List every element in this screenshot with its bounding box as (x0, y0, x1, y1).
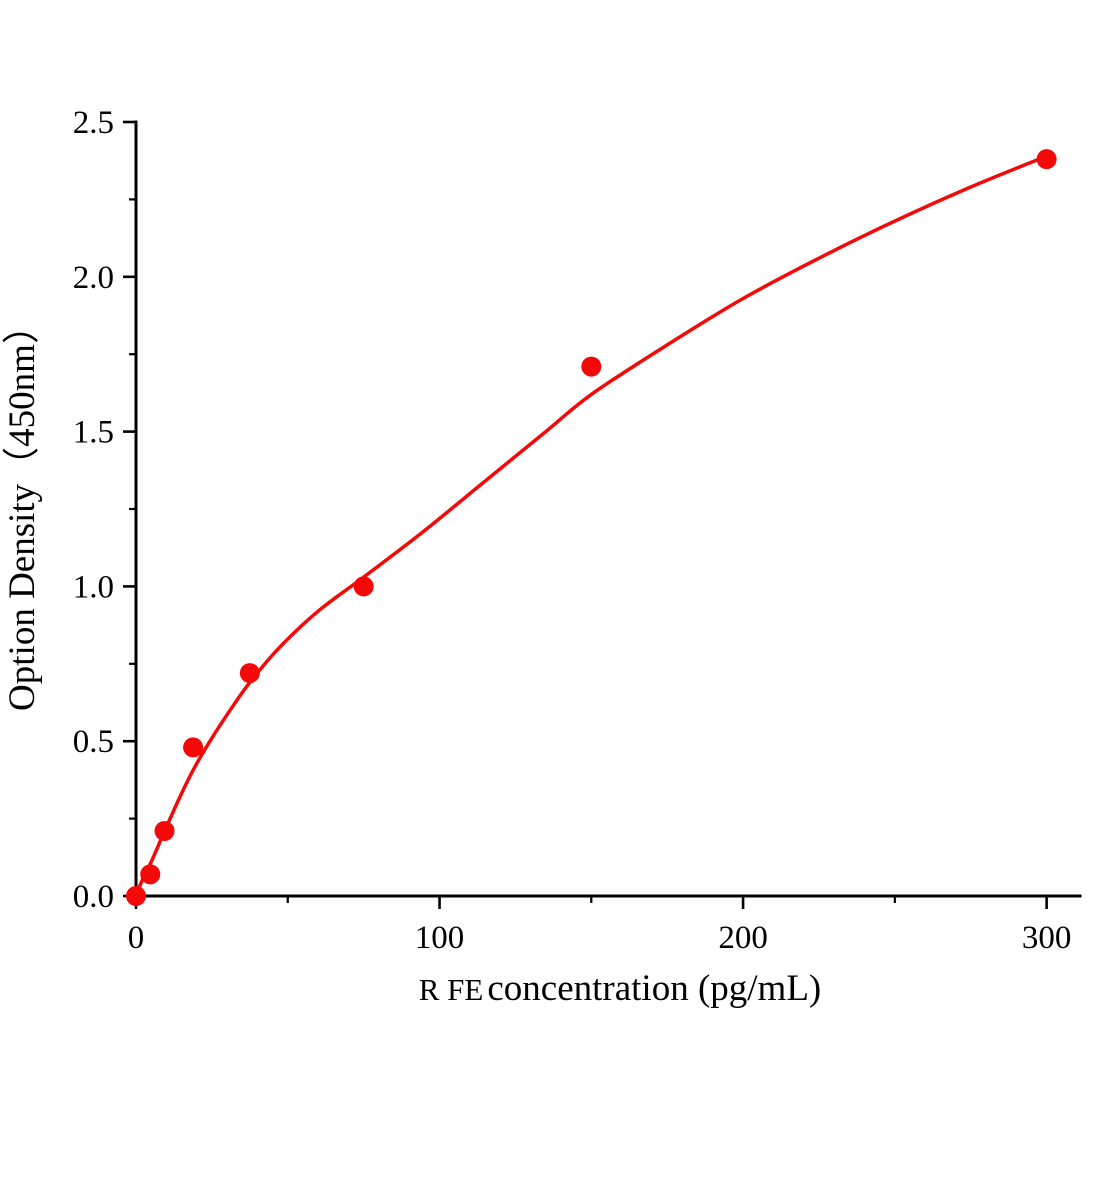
x-axis-label: R FE concentration (pg/mL) (419, 968, 822, 1009)
data-point (183, 737, 204, 758)
y-tick-label: 1.0 (73, 569, 114, 605)
y-axis-label: Option Density（450nm） (2, 307, 43, 711)
x-tick-label: 300 (1022, 920, 1072, 956)
fit-curve (134, 154, 1048, 897)
plot-area: 0 100 200 300 0.0 0.5 1.0 1.5 2.0 2.5 (73, 105, 1082, 956)
x-axis-label-rest: concentration (pg/mL) (487, 968, 821, 1009)
data-point (126, 886, 146, 906)
y-tick-label: 2.5 (73, 105, 114, 141)
data-point (581, 356, 602, 377)
data-point (353, 576, 374, 597)
data-point (239, 663, 260, 684)
data-point (154, 820, 175, 841)
data-point (140, 864, 161, 885)
y-tick-label: 1.5 (73, 415, 114, 451)
y-tick-label: 2.0 (73, 260, 114, 296)
y-tick-label: 0.5 (73, 724, 114, 760)
x-axis-label-prefix: R FE (419, 972, 484, 1007)
y-tick-label: 0.0 (73, 879, 114, 915)
data-point (1036, 149, 1057, 170)
x-tick-label: 100 (415, 920, 465, 956)
x-tick-label: 200 (718, 920, 768, 956)
x-tick-label: 0 (128, 920, 145, 956)
